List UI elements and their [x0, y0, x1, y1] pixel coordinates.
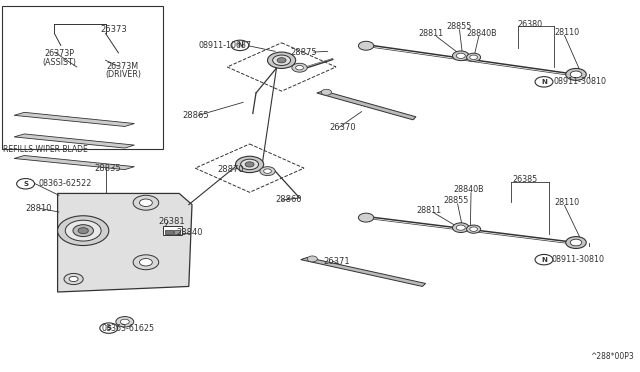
Circle shape [120, 319, 129, 324]
Circle shape [245, 162, 254, 167]
Text: 26373P: 26373P [44, 49, 74, 58]
Text: 26385: 26385 [512, 175, 538, 184]
Circle shape [273, 55, 291, 65]
Text: 28811: 28811 [416, 206, 442, 215]
Circle shape [236, 156, 264, 173]
Circle shape [307, 256, 317, 262]
Polygon shape [58, 193, 192, 292]
Circle shape [570, 71, 582, 78]
Circle shape [292, 63, 307, 72]
Text: N: N [541, 79, 547, 85]
Text: 28110: 28110 [554, 198, 580, 207]
Text: 08363-62522: 08363-62522 [38, 179, 92, 188]
Circle shape [321, 89, 332, 95]
Text: N: N [237, 42, 243, 48]
Circle shape [17, 179, 35, 189]
Circle shape [69, 276, 78, 282]
Circle shape [231, 40, 249, 51]
Circle shape [73, 225, 93, 237]
Polygon shape [14, 112, 134, 126]
Bar [174, 230, 180, 234]
Circle shape [358, 41, 374, 50]
Circle shape [467, 225, 481, 233]
Text: 28835: 28835 [94, 164, 121, 173]
Text: 08911-30810: 08911-30810 [554, 77, 607, 86]
Text: 26373: 26373 [100, 25, 127, 33]
Circle shape [100, 323, 118, 333]
Text: 26371: 26371 [323, 257, 350, 266]
Text: N: N [541, 257, 547, 263]
Circle shape [133, 255, 159, 270]
Text: 28855: 28855 [447, 22, 472, 31]
Circle shape [470, 55, 477, 60]
Circle shape [264, 169, 271, 173]
Circle shape [64, 273, 83, 285]
Circle shape [467, 53, 481, 61]
Circle shape [456, 225, 465, 230]
Circle shape [456, 53, 465, 58]
Circle shape [452, 223, 469, 232]
Circle shape [566, 68, 586, 80]
Text: S: S [106, 325, 111, 331]
Circle shape [65, 220, 101, 241]
Circle shape [268, 52, 296, 68]
Circle shape [296, 65, 303, 70]
Polygon shape [14, 134, 134, 148]
Text: 28811: 28811 [419, 29, 444, 38]
Polygon shape [301, 257, 426, 286]
Polygon shape [14, 155, 134, 170]
Polygon shape [317, 91, 416, 120]
Text: 28810: 28810 [26, 204, 52, 213]
Circle shape [566, 237, 586, 248]
Text: 28875: 28875 [291, 48, 317, 57]
Text: 08363-61625: 08363-61625 [101, 324, 155, 333]
Text: 28840: 28840 [176, 228, 202, 237]
Text: ^288*00P3: ^288*00P3 [590, 352, 634, 361]
Text: 08911-30810: 08911-30810 [552, 255, 605, 264]
Text: 08911-10637: 08911-10637 [198, 41, 252, 50]
Circle shape [116, 317, 134, 327]
Text: 28870: 28870 [218, 165, 244, 174]
Circle shape [140, 199, 152, 206]
Text: 26373M: 26373M [107, 62, 139, 71]
Text: 28855: 28855 [443, 196, 468, 205]
Text: (DRIVER): (DRIVER) [105, 70, 141, 79]
Circle shape [78, 228, 88, 234]
Circle shape [140, 259, 152, 266]
Text: 26370: 26370 [330, 123, 356, 132]
Text: REFILLS-WIPER BLADE: REFILLS-WIPER BLADE [3, 145, 88, 154]
Circle shape [452, 51, 469, 61]
Text: (ASSIST): (ASSIST) [42, 58, 76, 67]
Text: 28865: 28865 [182, 111, 209, 120]
Circle shape [535, 254, 553, 265]
Text: 28110: 28110 [554, 28, 580, 37]
Circle shape [58, 216, 109, 246]
Bar [163, 226, 182, 235]
Circle shape [241, 159, 259, 170]
Text: 28860: 28860 [275, 195, 302, 204]
Circle shape [133, 195, 159, 210]
Text: S: S [23, 181, 28, 187]
Circle shape [277, 58, 286, 63]
Text: 26380: 26380 [517, 20, 543, 29]
Circle shape [535, 77, 553, 87]
Circle shape [470, 227, 477, 231]
Circle shape [260, 167, 275, 176]
Circle shape [358, 213, 374, 222]
Bar [2, 6, 163, 149]
Text: 28840B: 28840B [466, 29, 497, 38]
Text: 28840B: 28840B [454, 185, 484, 194]
Circle shape [570, 239, 582, 246]
Text: 26381: 26381 [159, 217, 186, 226]
Bar [165, 230, 173, 234]
